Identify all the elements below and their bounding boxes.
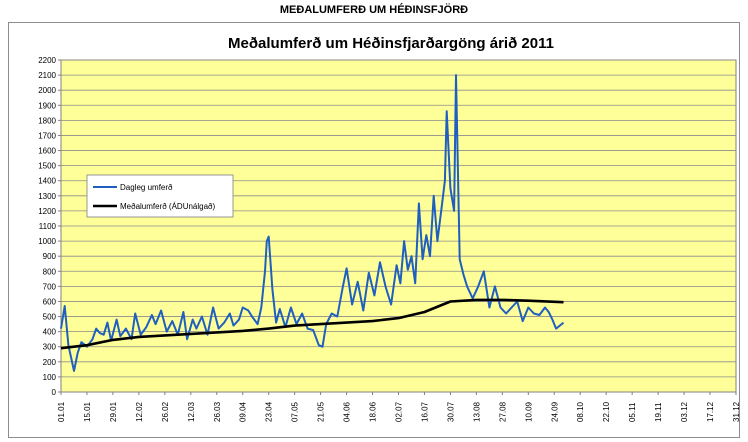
series-line-average — [60, 298, 564, 350]
x-tick-label: 04.06 — [343, 401, 352, 422]
y-tick-label: 1600 — [38, 147, 56, 156]
x-tick-label: 30.07 — [446, 401, 455, 422]
y-tick-label: 600 — [43, 297, 57, 306]
x-tick-label: 17.12 — [706, 401, 715, 422]
y-tick-label: 400 — [43, 328, 57, 337]
legend: Dagleg umferð Meðalumferð (ÁDUnálgað) — [86, 174, 234, 218]
x-tick-label: 27.08 — [498, 401, 507, 422]
x-tick-label: 16.07 — [420, 401, 429, 422]
chart-title: Meðalumferð um Héðinsfjarðargöng árið 20… — [228, 35, 554, 52]
y-tick-label: 1900 — [38, 101, 56, 110]
y-tick-label: 0 — [52, 388, 57, 397]
line-chart: Meðalumferð um Héðinsfjarðargöng árið 20… — [38, 35, 739, 422]
x-tick-label: 21.05 — [317, 401, 326, 422]
legend-label: Meðalumferð (ÁDUnálgað) — [120, 202, 215, 211]
y-tick-label: 100 — [43, 373, 57, 382]
chart-area: Meðalumferð um Héðinsfjarðargöng árið 20… — [8, 22, 740, 438]
x-tick-label: 24.09 — [550, 401, 559, 422]
y-tick-label: 500 — [43, 313, 57, 322]
legend-label: Dagleg umferð — [120, 183, 173, 192]
y-tick-label: 1000 — [38, 237, 56, 246]
y-tick-label: 2200 — [38, 56, 56, 65]
legend-box — [86, 174, 234, 218]
x-tick-label: 22.10 — [602, 401, 611, 422]
y-tick-label: 1400 — [38, 177, 56, 186]
x-tick-label: 03.12 — [680, 401, 689, 422]
x-tick-label: 26.02 — [161, 401, 170, 422]
y-tick-label: 700 — [43, 282, 57, 291]
page-title: MEÐALUMFERÐ UM HÉÐINSFJÖRÐ — [279, 4, 469, 16]
y-tick-label: 200 — [43, 358, 57, 367]
y-tick-label: 1200 — [38, 207, 56, 216]
x-tick-label: 23.04 — [265, 401, 274, 422]
x-tick-label: 13.08 — [472, 401, 481, 422]
x-tick-label: 18.06 — [369, 401, 378, 422]
y-tick-label: 2000 — [38, 86, 56, 95]
x-tick-label: 26.03 — [213, 401, 222, 422]
x-tick-label: 07.05 — [291, 401, 300, 422]
x-tick-label: 08.10 — [576, 401, 585, 422]
x-tick-label: 12.02 — [135, 401, 144, 422]
y-tick-label: 300 — [43, 343, 57, 352]
y-tick-label: 1500 — [38, 162, 56, 171]
x-tick-label: 05.11 — [628, 402, 637, 422]
x-tick-label: 12.03 — [187, 401, 196, 422]
y-tick-label: 1100 — [39, 222, 57, 231]
series-line-daily — [60, 74, 565, 372]
x-tick-label: 19.11 — [654, 402, 663, 422]
x-tick-label: 01.01 — [57, 401, 66, 422]
y-tick-label: 800 — [43, 267, 57, 276]
x-tick-label: 10.09 — [524, 401, 533, 422]
y-tick-label: 2100 — [38, 71, 56, 80]
y-tick-label: 1700 — [38, 131, 56, 140]
y-tick-label: 1300 — [38, 192, 56, 201]
y-tick-label: 900 — [43, 252, 57, 261]
x-tick-label: 29.01 — [109, 401, 118, 422]
x-tick-label: 09.04 — [239, 401, 248, 422]
x-tick-label: 02.07 — [395, 401, 404, 422]
y-tick-label: 1800 — [38, 116, 56, 125]
x-tick-label: 31.12 — [732, 401, 739, 422]
x-tick-label: 15.01 — [83, 401, 92, 422]
